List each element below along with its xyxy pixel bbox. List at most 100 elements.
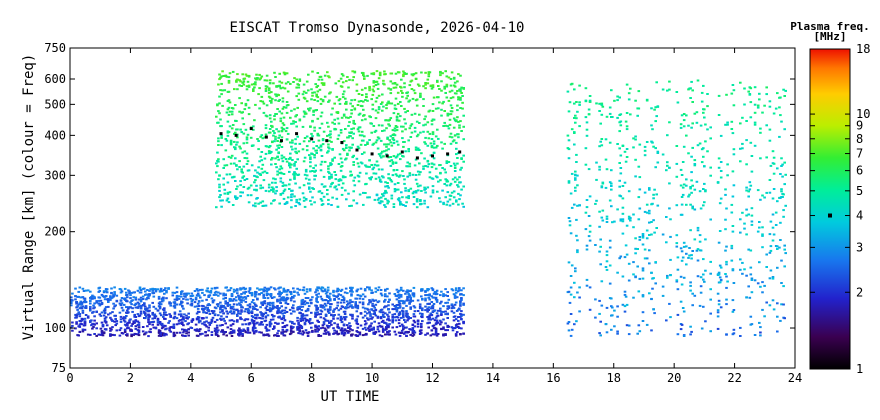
- echo-dot: [173, 311, 177, 314]
- echo-dot: [400, 191, 403, 194]
- echo-dot: [696, 226, 700, 229]
- echo-dot: [732, 332, 736, 335]
- echo-dot: [113, 293, 116, 296]
- echo-dot: [312, 188, 315, 190]
- echo-dot: [240, 131, 243, 134]
- echo-dot: [289, 82, 292, 85]
- echo-dot: [239, 147, 242, 150]
- echo-dot: [281, 332, 285, 335]
- echo-dot: [297, 327, 300, 330]
- echo-dot: [675, 234, 679, 237]
- echo-dot: [765, 86, 768, 89]
- echo-dot: [199, 296, 202, 299]
- echo-dot: [643, 191, 647, 194]
- echo-dot: [415, 135, 419, 138]
- echo-dot: [638, 176, 642, 179]
- echo-dot: [218, 95, 221, 98]
- echo-dot: [369, 314, 372, 317]
- echo-dot: [758, 226, 761, 229]
- echo-dot: [112, 307, 115, 310]
- echo-dot: [403, 302, 406, 305]
- echo-dot: [109, 316, 112, 319]
- echo-dot: [123, 287, 127, 290]
- echo-dot: [321, 99, 325, 102]
- echo-dot: [726, 280, 729, 283]
- echo-dot: [236, 196, 239, 199]
- echo-dot: [267, 190, 271, 193]
- echo-dot: [588, 195, 592, 198]
- echo-dot: [643, 210, 647, 213]
- echo-dot: [220, 318, 223, 321]
- echo-dot: [264, 326, 268, 329]
- echo-dot: [343, 313, 347, 315]
- echo-dot: [229, 324, 233, 327]
- echo-dot: [231, 299, 235, 302]
- echo-dot: [782, 215, 785, 218]
- echo-dot: [320, 78, 324, 81]
- echo-dot: [178, 331, 182, 334]
- echo-dot: [230, 307, 234, 310]
- echo-dot: [280, 172, 284, 175]
- echo-dot: [352, 132, 355, 135]
- echo-dot: [145, 315, 148, 318]
- echo-dot: [332, 327, 335, 330]
- echo-dot: [320, 155, 324, 157]
- echo-dot: [654, 120, 657, 123]
- echo-dot: [239, 80, 242, 83]
- echo-dot: [432, 142, 436, 145]
- echo-dot: [457, 325, 460, 328]
- echo-dot: [306, 335, 310, 337]
- echo-dot: [75, 306, 78, 309]
- echo-dot: [233, 162, 236, 165]
- echo-dot: [276, 305, 279, 307]
- echo-dot: [429, 154, 433, 157]
- echo-dot: [355, 297, 359, 300]
- echo-dot: [377, 106, 381, 109]
- echo-dot: [621, 197, 625, 200]
- echo-dot: [452, 162, 456, 165]
- echo-dot: [384, 293, 387, 296]
- echo-dot: [371, 302, 374, 305]
- echo-dot: [408, 295, 411, 297]
- echo-dot: [371, 108, 375, 111]
- echo-dot: [619, 113, 623, 116]
- echo-dot: [745, 139, 748, 142]
- echo-dot: [725, 260, 728, 263]
- echo-dot: [284, 330, 288, 333]
- echo-dot: [316, 90, 320, 93]
- echo-dot: [240, 318, 243, 321]
- echo-dot: [408, 127, 412, 130]
- echo-dot: [268, 145, 272, 147]
- echo-dot: [379, 156, 383, 159]
- echo-dot: [119, 291, 123, 294]
- echo-dot: [153, 313, 157, 316]
- echo-dot: [257, 140, 260, 142]
- x-tick-label: 2: [127, 371, 134, 385]
- echo-dot: [301, 305, 305, 308]
- echo-dot: [195, 305, 199, 308]
- echo-dot: [259, 306, 262, 309]
- echo-dot: [385, 305, 388, 308]
- echo-dot: [215, 171, 218, 174]
- echo-dot: [357, 180, 361, 183]
- echo-dot: [627, 279, 631, 282]
- echo-dot: [171, 294, 175, 297]
- echo-dot: [619, 219, 623, 222]
- echo-dot: [89, 305, 92, 308]
- echo-dot: [344, 176, 347, 179]
- echo-dot: [305, 290, 309, 293]
- echo-dot: [143, 310, 146, 313]
- echo-dot: [431, 191, 435, 194]
- echo-dot: [330, 113, 333, 116]
- echo-dot: [385, 153, 388, 156]
- echo-dot: [645, 203, 649, 206]
- echo-dot: [349, 115, 352, 118]
- echo-dot: [253, 188, 256, 191]
- echo-dot: [747, 213, 750, 216]
- echo-dot: [385, 322, 388, 325]
- echo-dot: [444, 124, 447, 127]
- echo-dot: [776, 245, 779, 248]
- echo-dot: [416, 320, 420, 323]
- echo-dot: [230, 110, 234, 113]
- echo-dot: [391, 316, 394, 318]
